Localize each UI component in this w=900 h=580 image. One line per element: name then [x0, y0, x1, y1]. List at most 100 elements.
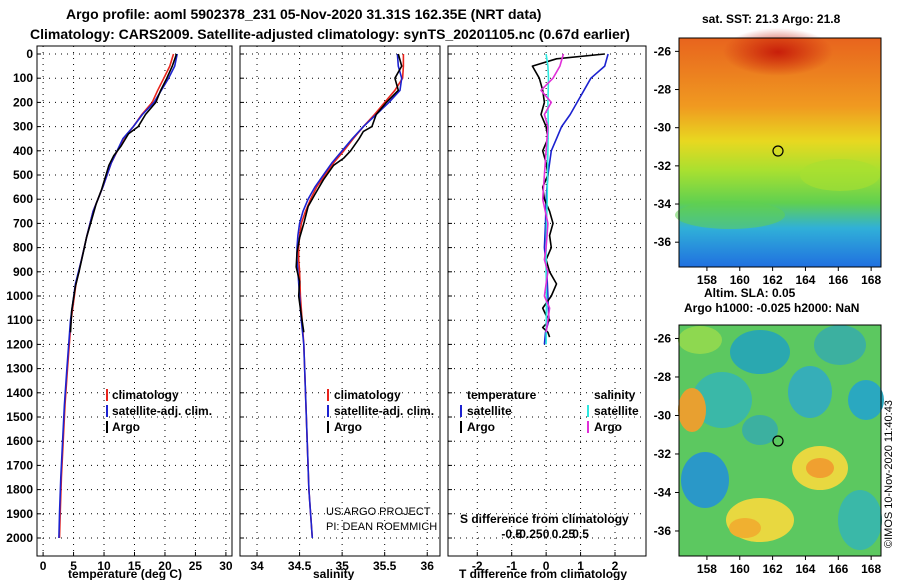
- series-argo-salinity-: [540, 53, 565, 333]
- credit-line-1: US ARGO PROJECT: [326, 506, 431, 518]
- x-tick-label: 0: [543, 559, 550, 573]
- difference-legend: temperature satellite Argo salinity sate…: [460, 388, 639, 434]
- lat-tick-label: -36: [654, 524, 672, 538]
- profile-plots: 0 5 10 15 20 25 30 34 34.5 35 35.5 36 -2 -1 0 1 2: [37, 46, 646, 573]
- lat-tick-label: -30: [654, 408, 672, 422]
- x-tick-label: 0: [40, 559, 47, 573]
- series-climatology: [297, 54, 405, 539]
- x-tick-label: 25: [189, 559, 203, 573]
- depth-tick-label: 1900: [6, 507, 33, 521]
- sla-blob: [678, 388, 706, 432]
- lon-tick-label: 164: [795, 273, 815, 287]
- legend-satellite: satellite-adj. clim.: [334, 404, 434, 418]
- t-difference-xlabel: T difference from climatology: [459, 567, 627, 580]
- lon-tick-label: 160: [730, 562, 750, 576]
- depth-tick-label: 1400: [6, 386, 33, 400]
- legend-climatology: climatology: [112, 388, 179, 402]
- lon-tick-label: 164: [795, 562, 815, 576]
- lat-tick-label: -32: [654, 159, 672, 173]
- salinity-legend: climatology satellite-adj. clim. Argo: [327, 388, 434, 434]
- depth-tick-label: 700: [13, 216, 33, 230]
- lon-tick-label: 168: [861, 273, 881, 287]
- depth-tick-label: 500: [13, 168, 33, 182]
- sla-blob: [806, 458, 834, 478]
- s-difference-tick-label: 0.25: [552, 527, 576, 541]
- temperature-legend: climatology satellite-adj. clim. Argo: [106, 388, 212, 434]
- s-difference-tick-label: -0.5: [501, 527, 522, 541]
- sla-blob: [730, 330, 790, 374]
- sla-map: [678, 324, 884, 557]
- argo-position-marker: [772, 145, 784, 157]
- depth-tick-label: 200: [13, 95, 33, 109]
- cool-tongue: [675, 201, 785, 229]
- sst-map-axes: -26 -28 -30 -32 -34 -36 158 160 162 164 166 168: [654, 44, 882, 287]
- title-line-2: Climatology: CARS2009. Satellite-adjuste…: [30, 26, 630, 42]
- series-satellite-adj-clim-: [296, 53, 403, 539]
- s-difference-tick-label: -0.25: [515, 527, 543, 541]
- depth-tick-label: 1000: [6, 289, 33, 303]
- legend-s-satellite: satellite: [594, 404, 639, 418]
- sla-blob: [681, 452, 729, 508]
- warm-core: [723, 28, 833, 76]
- depth-tick-label: 600: [13, 192, 33, 206]
- lat-tick-label: -36: [654, 235, 672, 249]
- legend-t-argo: Argo: [467, 420, 495, 434]
- x-tick-label: 30: [219, 559, 233, 573]
- sla-map-axes: -26 -28 -30 -32 -34 -36 158 160 162 164 166 168: [654, 331, 882, 576]
- x-tick-label: 34.5: [288, 559, 312, 573]
- x-tick-label: 36: [421, 559, 435, 573]
- series-satellite-salinity-: [545, 53, 550, 345]
- lon-tick-label: 166: [828, 562, 848, 576]
- lat-tick-label: -30: [654, 121, 672, 135]
- depth-tick-label: 1200: [6, 337, 33, 351]
- depth-tick-label: 2000: [6, 531, 33, 545]
- lat-tick-label: -26: [654, 331, 672, 345]
- sst-map-title: sat. SST: 21.3 Argo: 21.8: [702, 12, 841, 26]
- argo-position-marker: [772, 435, 784, 447]
- x-tick-label: 34: [250, 559, 264, 573]
- x-tick-label: -1: [506, 559, 517, 573]
- s-difference-tick-label: 0.5: [572, 527, 589, 541]
- lat-tick-label: -32: [654, 447, 672, 461]
- sst-map-field: [679, 38, 881, 267]
- lat-tick-label: -34: [654, 197, 672, 211]
- series-climatology: [58, 53, 175, 539]
- lon-tick-label: 160: [730, 273, 750, 287]
- sla-blob: [678, 326, 722, 354]
- sla-blob: [788, 366, 832, 418]
- lon-tick-label: 168: [861, 562, 881, 576]
- depth-tick-label: 400: [13, 144, 33, 158]
- lat-tick-label: -26: [654, 44, 672, 58]
- depth-tick-label: 1300: [6, 362, 33, 376]
- x-tick-label: 35.5: [373, 559, 397, 573]
- depth-tick-label: 800: [13, 241, 33, 255]
- legend-t-satellite: satellite: [467, 404, 512, 418]
- sst-map: [675, 28, 882, 268]
- credit-line-2: PI: DEAN ROEMMICH: [326, 521, 437, 533]
- depth-tick-label: 900: [13, 265, 33, 279]
- depth-tick-label: 1800: [6, 483, 33, 497]
- x-tick-label: 20: [158, 559, 172, 573]
- s-difference-ticks: -0.5-0.25 0 0.250.5: [501, 527, 589, 541]
- x-tick-label: 15: [128, 559, 142, 573]
- x-tick-label: 5: [70, 559, 77, 573]
- x-tick-label: 1: [577, 559, 584, 573]
- legend-climatology: climatology: [334, 388, 401, 402]
- lat-tick-label: -28: [654, 83, 672, 97]
- sla-blob: [814, 325, 866, 365]
- series-satellite-adj-clim-: [58, 53, 178, 539]
- x-tick-label: 2: [612, 559, 619, 573]
- sla-blob: [729, 518, 761, 538]
- depth-tick-label: 0: [26, 47, 33, 61]
- s-difference-tick-label: 0: [543, 527, 550, 541]
- temperature-xlabel: temperature (deg C): [68, 567, 182, 580]
- sla-blob: [838, 490, 882, 550]
- sla-blob: [742, 415, 778, 445]
- salinity-panel: [239, 45, 441, 557]
- depth-tick-label: 100: [13, 71, 33, 85]
- lon-tick-label: 158: [697, 273, 717, 287]
- sla-map-title-2: Argo h1000: -0.025 h2000: NaN: [684, 301, 859, 315]
- depth-tick-label: 300: [13, 120, 33, 134]
- x-tick-label: 10: [97, 559, 111, 573]
